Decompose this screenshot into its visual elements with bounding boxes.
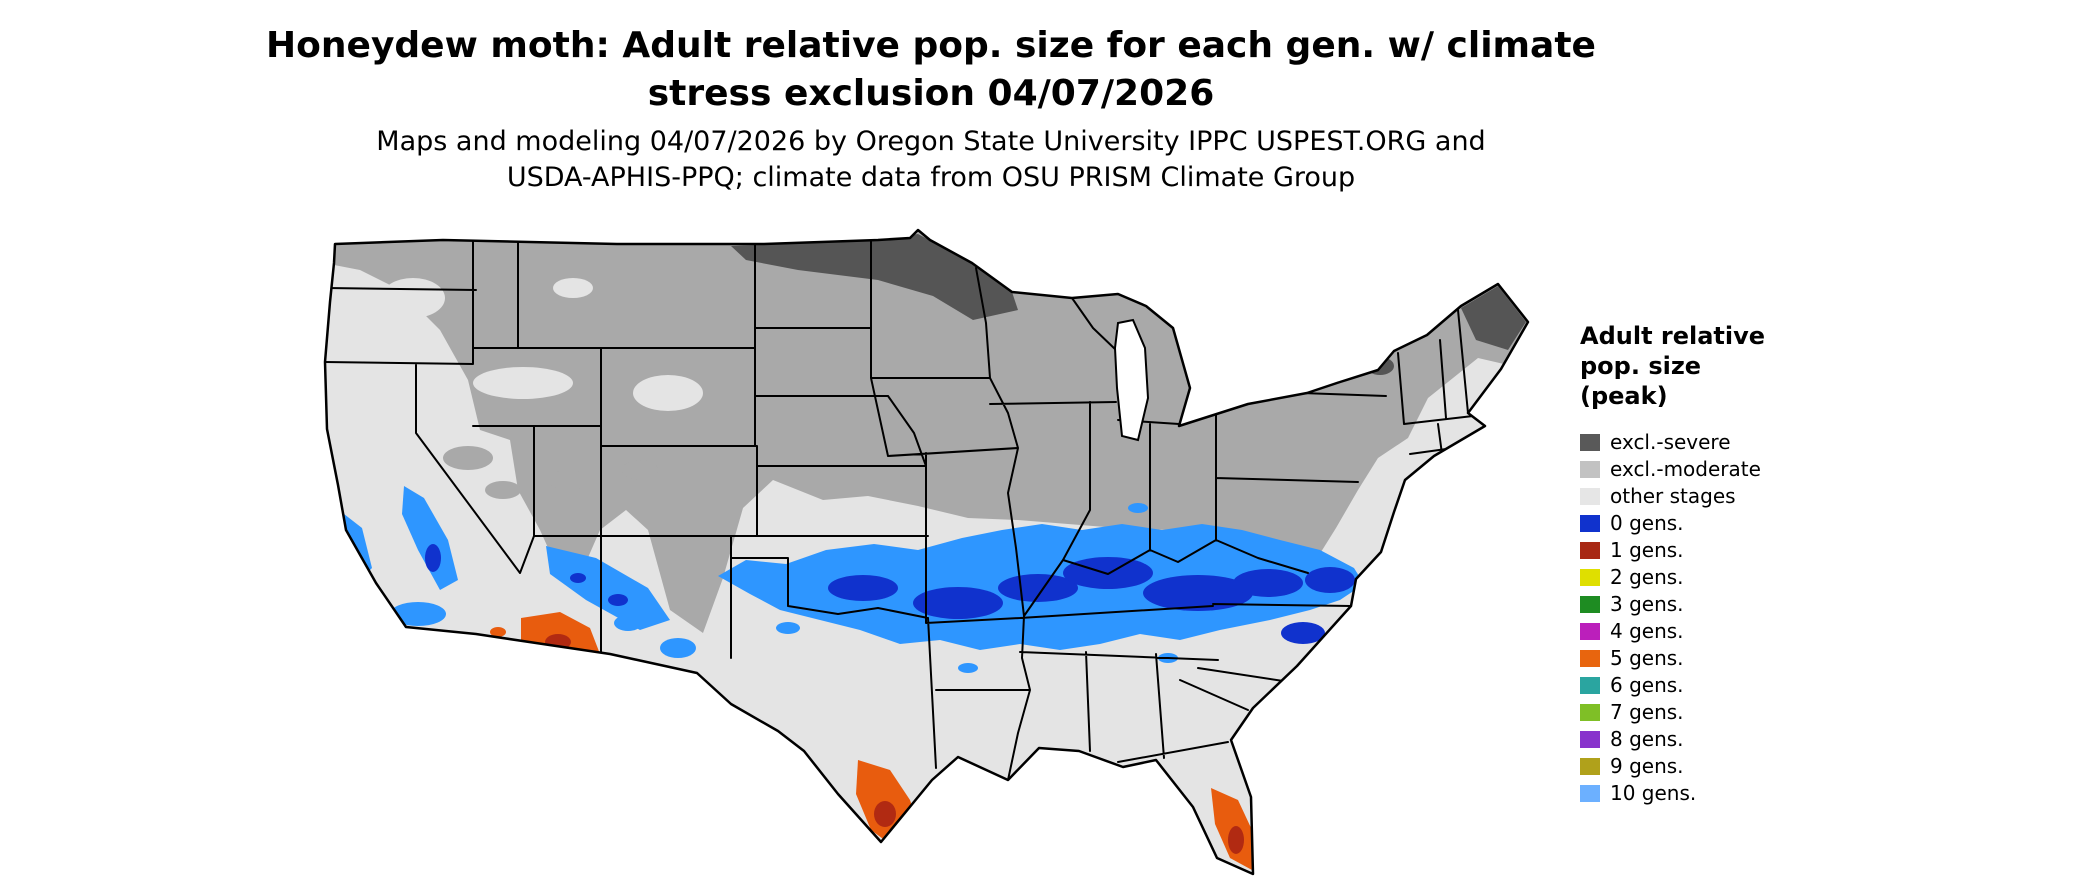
legend-title-line1: Adult relative <box>1580 322 1766 350</box>
legend-item-2-gens: 2 gens. <box>1580 564 1880 591</box>
legend-swatch <box>1580 515 1600 532</box>
lake-michigan <box>1113 318 1150 442</box>
sierra-nevada-blue <box>402 486 458 590</box>
legend-items: excl.-severe excl.-moderate other stages… <box>1580 429 1880 807</box>
figure-subtitle-line1: Maps and modeling 04/07/2026 by Oregon S… <box>376 126 1486 157</box>
legend-label: 3 gens. <box>1610 592 1684 616</box>
figure-subtitle: Maps and modeling 04/07/2026 by Oregon S… <box>0 124 1862 196</box>
severe-north-plains <box>731 234 1018 320</box>
us-map <box>323 228 1530 876</box>
legend-swatch <box>1580 488 1600 505</box>
map-region-zero-gens-cores <box>425 544 1355 644</box>
legend-label: 4 gens. <box>1610 619 1684 643</box>
legend-label: 2 gens. <box>1610 565 1684 589</box>
legend-label: 9 gens. <box>1610 754 1684 778</box>
legend-label: 6 gens. <box>1610 673 1684 697</box>
legend-item-1-gens: 1 gens. <box>1580 537 1880 564</box>
legend-item-excl-moderate: excl.-moderate <box>1580 456 1880 483</box>
legend-swatch <box>1580 758 1600 775</box>
map-legend: Adult relative pop. size (peak) excl.-se… <box>1580 321 1880 807</box>
legend-swatch <box>1580 434 1600 451</box>
map-region-excl-severe <box>731 234 1526 375</box>
legend-label: 5 gens. <box>1610 646 1684 670</box>
legend-swatch <box>1580 569 1600 586</box>
legend-label: 10 gens. <box>1610 781 1697 805</box>
legend-swatch <box>1580 650 1600 667</box>
socal-blue <box>390 602 446 626</box>
severe-northern-maine <box>1461 286 1526 350</box>
legend-label: 7 gens. <box>1610 700 1684 724</box>
legend-title-line2: pop. size <box>1580 352 1702 380</box>
state-boundaries <box>325 239 1474 781</box>
legend-item-5-gens: 5 gens. <box>1580 645 1880 672</box>
legend-label: excl.-moderate <box>1610 457 1761 481</box>
legend-label: 8 gens. <box>1610 727 1684 751</box>
legend-title-line3: (peak) <box>1580 382 1668 410</box>
map-region-one-gens-cores <box>545 634 1244 854</box>
us-outline <box>323 228 1530 876</box>
legend-label: excl.-severe <box>1610 430 1731 454</box>
figure-subtitle-line2: USDA-APHIS-PPQ; climate data from OSU PR… <box>506 162 1356 193</box>
figure-title-line2: stress exclusion 04/07/2026 <box>647 73 1215 114</box>
legend-swatch <box>1580 542 1600 559</box>
figure-title: Honeydew moth: Adult relative pop. size … <box>0 22 1862 118</box>
legend-item-8-gens: 8 gens. <box>1580 726 1880 753</box>
legend-label: other stages <box>1610 484 1736 508</box>
arizona-highlands-blue <box>546 546 670 630</box>
legend-title: Adult relative pop. size (peak) <box>1580 321 1880 411</box>
legend-item-10-gens: 10 gens. <box>1580 780 1880 807</box>
legend-item-0-gens: 0 gens. <box>1580 510 1880 537</box>
legend-item-6-gens: 6 gens. <box>1580 672 1880 699</box>
legend-swatch <box>1580 623 1600 640</box>
legend-item-4-gens: 4 gens. <box>1580 618 1880 645</box>
legend-swatch <box>1580 785 1600 802</box>
legend-item-9-gens: 9 gens. <box>1580 753 1880 780</box>
map-lowland-patches <box>381 278 703 411</box>
legend-item-excl-severe: excl.-severe <box>1580 429 1880 456</box>
legend-label: 0 gens. <box>1610 511 1684 535</box>
legend-swatch <box>1580 596 1600 613</box>
legend-label: 1 gens. <box>1610 538 1684 562</box>
legend-item-7-gens: 7 gens. <box>1580 699 1880 726</box>
legend-swatch <box>1580 731 1600 748</box>
us-map-container <box>318 228 1554 884</box>
legend-swatch <box>1580 704 1600 721</box>
legend-swatch <box>1580 461 1600 478</box>
legend-swatch <box>1580 677 1600 694</box>
legend-item-3-gens: 3 gens. <box>1580 591 1880 618</box>
legend-item-other-stages: other stages <box>1580 483 1880 510</box>
figure-title-line1: Honeydew moth: Adult relative pop. size … <box>266 25 1596 66</box>
